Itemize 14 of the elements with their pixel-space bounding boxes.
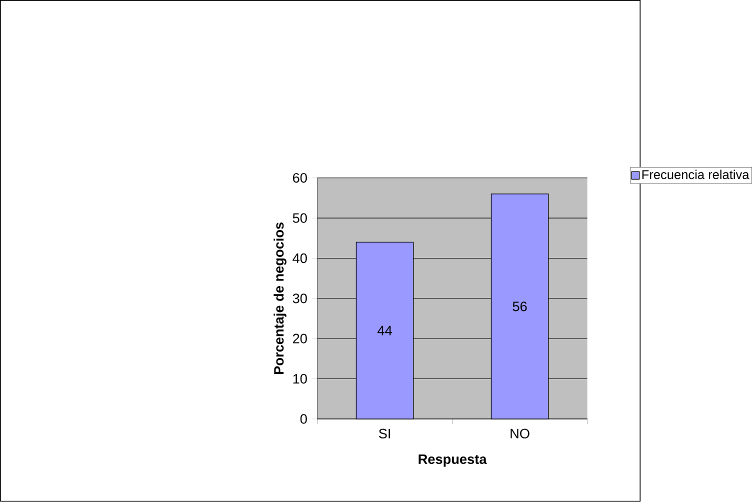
x-axis-title: Respuesta [418,454,487,467]
y-tick-label: 40 [292,254,307,264]
y-tick-label: 30 [292,294,307,304]
y-axis-title: Porcentaje de negocios [274,222,286,374]
y-tick-label: 20 [292,334,307,344]
y-tick-label: 10 [293,374,307,384]
y-tick-label: 0 [300,414,307,424]
data-label: 44 [378,326,392,336]
legend-label: Frecuencia relativa [642,170,750,180]
y-tick-label: 60 [292,173,307,183]
x-tick-label: SI [378,428,390,439]
x-tick-label: NO [510,428,530,439]
data-label: 56 [512,302,527,312]
y-tick-label: 50 [292,213,307,224]
